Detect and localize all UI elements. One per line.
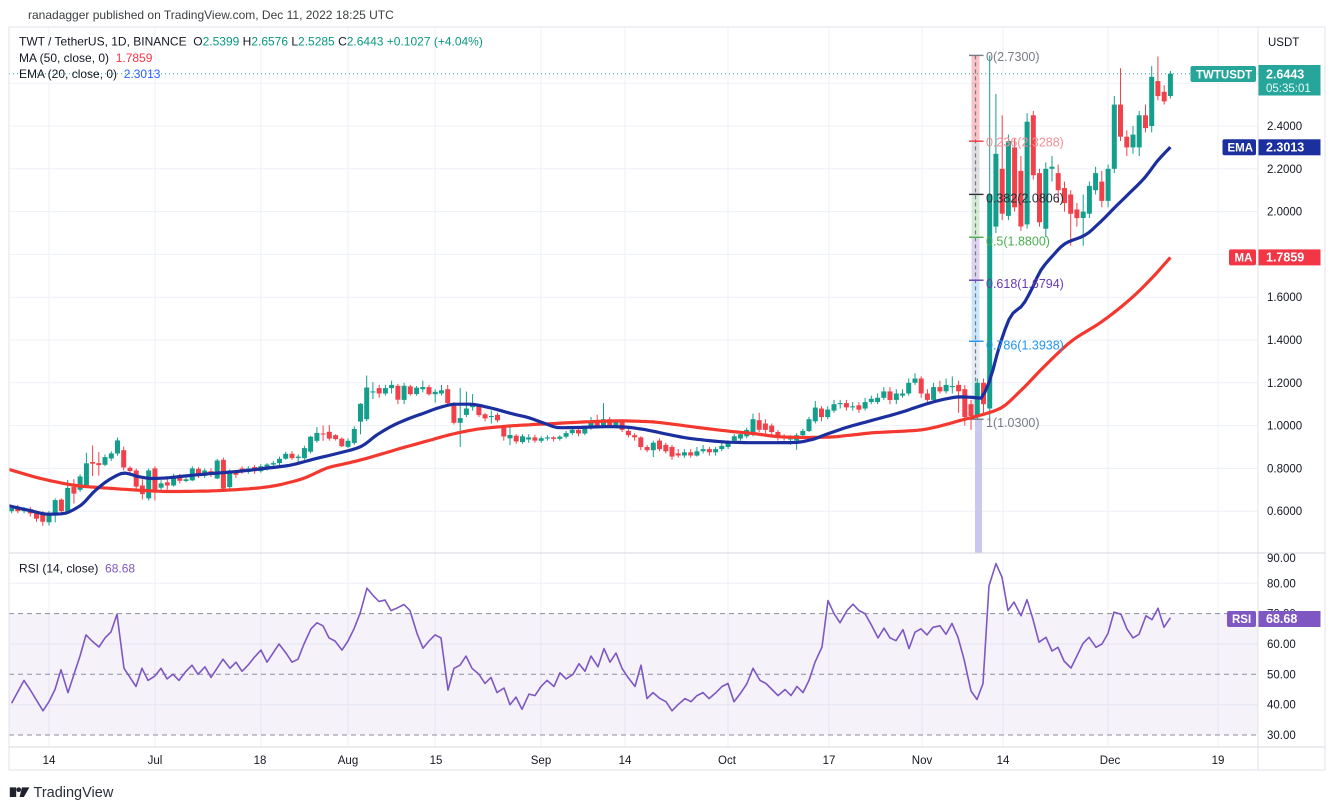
svg-text:2.2000: 2.2000 — [1267, 164, 1302, 176]
svg-text:TWTUSDT: TWTUSDT — [1196, 69, 1252, 81]
svg-text:0.8000: 0.8000 — [1267, 463, 1302, 475]
svg-text:80.00: 80.00 — [1267, 578, 1296, 590]
svg-text:0.618(1.6794): 0.618(1.6794) — [986, 277, 1064, 291]
svg-text:MA (50, close, 0) 1.7859: MA (50, close, 0) 1.7859 — [19, 51, 153, 65]
svg-text:Sep: Sep — [531, 755, 551, 767]
svg-text:2.4000: 2.4000 — [1267, 121, 1302, 133]
svg-text:19: 19 — [1212, 755, 1225, 767]
svg-text:Nov: Nov — [912, 755, 933, 767]
svg-text:0.236(2.3288): 0.236(2.3288) — [986, 136, 1064, 150]
svg-text:40.00: 40.00 — [1267, 700, 1296, 712]
svg-text:17: 17 — [823, 755, 836, 767]
svg-text:Aug: Aug — [338, 755, 358, 767]
svg-text:TradingView: TradingView — [34, 785, 114, 801]
svg-text:1.7859: 1.7859 — [1266, 251, 1304, 265]
svg-text:2.3013: 2.3013 — [1266, 141, 1304, 155]
svg-text:1.2000: 1.2000 — [1267, 378, 1302, 390]
svg-text:Oct: Oct — [718, 755, 737, 767]
svg-text:30.00: 30.00 — [1267, 730, 1296, 742]
svg-text:50.00: 50.00 — [1267, 669, 1296, 681]
svg-text:USDT: USDT — [1268, 37, 1299, 49]
svg-text:1(1.0300): 1(1.0300) — [986, 416, 1040, 430]
svg-text:0.5(1.8800): 0.5(1.8800) — [986, 234, 1050, 248]
svg-text:15: 15 — [430, 755, 443, 767]
svg-text:2.6443: 2.6443 — [1266, 68, 1304, 82]
svg-text:1.0000: 1.0000 — [1267, 421, 1302, 433]
svg-text:14: 14 — [619, 755, 632, 767]
svg-text:EMA: EMA — [1228, 143, 1254, 155]
svg-text:1.4000: 1.4000 — [1267, 335, 1302, 347]
svg-text:0.382(2.0806): 0.382(2.0806) — [986, 191, 1064, 205]
svg-text:2.0000: 2.0000 — [1267, 207, 1302, 219]
svg-text:RSI: RSI — [1232, 614, 1251, 626]
svg-text:90.00: 90.00 — [1267, 553, 1296, 565]
svg-text:14: 14 — [997, 755, 1010, 767]
svg-text:Jul: Jul — [148, 755, 163, 767]
svg-text:14: 14 — [43, 755, 56, 767]
svg-text:68.68: 68.68 — [1266, 612, 1297, 626]
svg-text:1.6000: 1.6000 — [1267, 292, 1302, 304]
svg-text:05:35:01: 05:35:01 — [1266, 83, 1311, 95]
svg-text:ranadagger published on Tradin: ranadagger published on TradingView.com,… — [28, 8, 394, 22]
svg-text:0.786(1.3938): 0.786(1.3938) — [986, 338, 1064, 352]
svg-text:0.6000: 0.6000 — [1267, 506, 1302, 518]
svg-text:TWT / TetherUS, 1D, BINANCE O: TWT / TetherUS, 1D, BINANCE O2.5399 H2.6… — [19, 35, 483, 49]
svg-text:0(2.7300): 0(2.7300) — [986, 50, 1040, 64]
svg-text:18: 18 — [254, 755, 267, 767]
svg-text:EMA (20, close, 0) 2.3013: EMA (20, close, 0) 2.3013 — [19, 67, 161, 81]
svg-text:MA: MA — [1235, 253, 1253, 265]
svg-text:Dec: Dec — [1100, 755, 1121, 767]
svg-text:RSI (14, close) 68.68: RSI (14, close) 68.68 — [19, 562, 135, 576]
svg-text:60.00: 60.00 — [1267, 639, 1296, 651]
